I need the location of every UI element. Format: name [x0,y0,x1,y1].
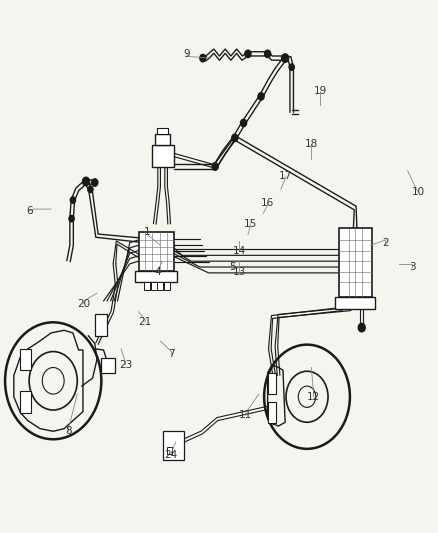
Text: 17: 17 [278,171,291,181]
Text: 21: 21 [138,317,152,327]
Circle shape [92,179,98,186]
FancyBboxPatch shape [163,282,170,290]
FancyBboxPatch shape [151,146,173,166]
Text: 7: 7 [168,349,174,359]
FancyBboxPatch shape [162,431,184,460]
FancyBboxPatch shape [144,282,150,290]
Circle shape [288,64,293,70]
FancyBboxPatch shape [101,358,115,373]
Text: 23: 23 [119,360,132,370]
FancyBboxPatch shape [157,128,167,134]
Text: 1: 1 [144,227,150,237]
FancyBboxPatch shape [20,391,31,413]
Circle shape [357,324,364,332]
Circle shape [264,50,270,58]
FancyBboxPatch shape [267,402,276,423]
FancyBboxPatch shape [267,373,276,394]
Text: 19: 19 [313,86,326,96]
FancyBboxPatch shape [138,232,173,271]
Text: 8: 8 [65,426,72,437]
Text: 10: 10 [411,187,424,197]
Circle shape [244,50,251,58]
Text: 12: 12 [306,392,319,402]
Text: 18: 18 [304,139,317,149]
FancyBboxPatch shape [338,228,371,297]
Circle shape [258,93,264,100]
FancyBboxPatch shape [150,282,156,290]
Text: 6: 6 [26,206,32,216]
Circle shape [231,134,237,142]
Circle shape [69,215,74,222]
FancyBboxPatch shape [20,349,31,370]
Circle shape [240,119,246,127]
Circle shape [281,54,288,62]
Circle shape [70,197,75,203]
Text: 24: 24 [164,450,177,460]
Circle shape [88,186,93,192]
FancyBboxPatch shape [135,271,177,282]
Text: 9: 9 [183,49,190,59]
Text: 3: 3 [408,262,414,271]
Circle shape [212,163,218,170]
FancyBboxPatch shape [95,314,107,336]
Text: 11: 11 [239,410,252,421]
Text: 20: 20 [77,298,90,309]
FancyBboxPatch shape [157,282,163,290]
FancyBboxPatch shape [335,297,374,309]
Text: 2: 2 [381,238,388,247]
Circle shape [199,54,205,62]
Text: 4: 4 [155,267,161,277]
Text: 14: 14 [232,246,245,255]
FancyBboxPatch shape [166,447,172,454]
Text: 15: 15 [243,219,256,229]
Text: 13: 13 [232,267,245,277]
Text: 16: 16 [261,198,274,208]
Text: 5: 5 [229,262,235,271]
FancyBboxPatch shape [154,134,170,146]
Circle shape [82,177,89,185]
